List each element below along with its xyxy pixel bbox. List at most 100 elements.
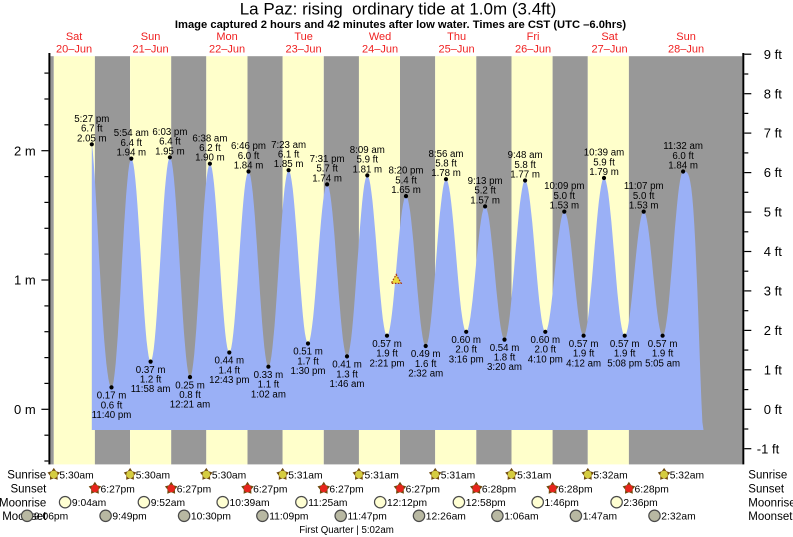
svg-text:0.44 m: 0.44 m bbox=[214, 356, 244, 367]
svg-text:8:09 am: 8:09 am bbox=[350, 145, 385, 156]
svg-text:0 ft: 0 ft bbox=[764, 402, 782, 417]
svg-text:28–Jun: 28–Jun bbox=[668, 44, 704, 56]
svg-text:5.0 ft: 5.0 ft bbox=[554, 191, 576, 202]
svg-text:6:28pm: 6:28pm bbox=[482, 484, 516, 495]
svg-text:6:27pm: 6:27pm bbox=[101, 484, 135, 495]
svg-text:Sat: Sat bbox=[66, 31, 83, 43]
svg-text:La Paz: rising ordinary tide: La Paz: rising ordinary tide at 1.0m (3.… bbox=[240, 0, 557, 19]
svg-text:Mon: Mon bbox=[216, 31, 237, 43]
svg-text:1:46pm: 1:46pm bbox=[545, 498, 579, 509]
svg-text:27–Jun: 27–Jun bbox=[592, 44, 628, 56]
svg-text:23–Jun: 23–Jun bbox=[286, 44, 322, 56]
svg-text:6:27pm: 6:27pm bbox=[177, 484, 211, 495]
svg-text:11:07 pm: 11:07 pm bbox=[624, 181, 664, 192]
svg-text:5:30am: 5:30am bbox=[136, 470, 170, 481]
svg-text:5:31am: 5:31am bbox=[517, 470, 551, 481]
svg-text:1.84 m: 1.84 m bbox=[668, 161, 698, 172]
svg-text:5:30am: 5:30am bbox=[212, 470, 246, 481]
svg-text:5.8 ft: 5.8 ft bbox=[435, 159, 457, 170]
svg-text:6 ft: 6 ft bbox=[764, 165, 782, 180]
svg-text:1.53 m: 1.53 m bbox=[629, 201, 659, 212]
svg-text:1.57 m: 1.57 m bbox=[470, 195, 500, 206]
svg-text:11:09pm: 11:09pm bbox=[269, 512, 308, 523]
svg-text:1:02 am: 1:02 am bbox=[251, 389, 286, 400]
svg-text:First Quarter | 5:02am: First Quarter | 5:02am bbox=[299, 525, 394, 536]
svg-text:5.9 ft: 5.9 ft bbox=[593, 157, 615, 168]
svg-text:1.65 m: 1.65 m bbox=[391, 185, 421, 196]
svg-text:9:52am: 9:52am bbox=[151, 498, 185, 509]
svg-text:9:49pm: 9:49pm bbox=[112, 512, 146, 523]
svg-text:0.51 m: 0.51 m bbox=[293, 347, 323, 358]
svg-text:9:13 pm: 9:13 pm bbox=[468, 176, 503, 187]
svg-text:5:30am: 5:30am bbox=[59, 470, 93, 481]
svg-text:5:31am: 5:31am bbox=[441, 470, 475, 481]
svg-text:1.9 ft: 1.9 ft bbox=[573, 349, 595, 360]
svg-text:6:27pm: 6:27pm bbox=[406, 484, 440, 495]
svg-text:8:20 pm: 8:20 pm bbox=[388, 166, 423, 177]
svg-text:5:31am: 5:31am bbox=[288, 470, 322, 481]
svg-text:1.95 m: 1.95 m bbox=[155, 146, 185, 157]
svg-text:11:58 am: 11:58 am bbox=[131, 384, 171, 395]
svg-text:10:39 am: 10:39 am bbox=[584, 148, 624, 159]
svg-text:9 ft: 9 ft bbox=[764, 47, 782, 62]
svg-text:0.60 m: 0.60 m bbox=[451, 335, 481, 346]
svg-text:5:32am: 5:32am bbox=[670, 470, 704, 481]
svg-text:0.54 m: 0.54 m bbox=[490, 343, 520, 354]
svg-text:9:06pm: 9:06pm bbox=[34, 512, 68, 523]
svg-text:7:23 am: 7:23 am bbox=[271, 140, 306, 151]
svg-text:6.4 ft: 6.4 ft bbox=[159, 137, 181, 148]
svg-text:Sat: Sat bbox=[601, 31, 618, 43]
svg-text:1.85 m: 1.85 m bbox=[274, 159, 304, 170]
svg-text:1.53 m: 1.53 m bbox=[549, 201, 579, 212]
svg-text:0.41 m: 0.41 m bbox=[332, 360, 362, 371]
svg-text:6.0 ft: 6.0 ft bbox=[238, 151, 260, 162]
svg-text:Moonrise: Moonrise bbox=[0, 497, 46, 509]
svg-text:5:05 am: 5:05 am bbox=[645, 358, 680, 369]
svg-text:5:08 pm: 5:08 pm bbox=[607, 358, 642, 369]
svg-text:1.77 m: 1.77 m bbox=[510, 170, 540, 181]
svg-text:1 m: 1 m bbox=[14, 273, 36, 288]
svg-text:Sunset: Sunset bbox=[748, 484, 785, 496]
svg-text:2:21 pm: 2:21 pm bbox=[369, 358, 404, 369]
svg-text:12:43 pm: 12:43 pm bbox=[209, 375, 249, 386]
svg-text:7:31 pm: 7:31 pm bbox=[310, 154, 345, 165]
svg-text:1.6 ft: 1.6 ft bbox=[415, 359, 437, 370]
svg-text:0.49 m: 0.49 m bbox=[411, 349, 441, 360]
svg-text:24–Jun: 24–Jun bbox=[362, 44, 398, 56]
svg-text:2:32 am: 2:32 am bbox=[408, 369, 443, 380]
svg-text:9:04am: 9:04am bbox=[72, 498, 106, 509]
svg-text:11:32 am: 11:32 am bbox=[663, 141, 703, 152]
svg-text:8:56 am: 8:56 am bbox=[428, 149, 463, 160]
svg-text:0.33 m: 0.33 m bbox=[254, 370, 284, 381]
svg-text:Sun: Sun bbox=[676, 31, 696, 43]
svg-text:1.81 m: 1.81 m bbox=[352, 164, 382, 175]
svg-text:1:46 am: 1:46 am bbox=[329, 379, 364, 390]
svg-text:Sunset: Sunset bbox=[10, 484, 47, 496]
svg-text:2:32am: 2:32am bbox=[661, 512, 695, 523]
svg-text:12:12pm: 12:12pm bbox=[387, 498, 427, 509]
svg-text:1.1 ft: 1.1 ft bbox=[258, 380, 280, 391]
svg-text:0.60 m: 0.60 m bbox=[530, 335, 560, 346]
svg-text:2 m: 2 m bbox=[14, 143, 36, 158]
svg-text:12:26am: 12:26am bbox=[426, 512, 466, 523]
svg-text:6:46 pm: 6:46 pm bbox=[231, 141, 266, 152]
svg-text:1.9 ft: 1.9 ft bbox=[614, 349, 636, 360]
svg-text:5.4 ft: 5.4 ft bbox=[395, 175, 417, 186]
svg-text:5.7 ft: 5.7 ft bbox=[316, 164, 338, 175]
svg-text:1:30 pm: 1:30 pm bbox=[290, 366, 325, 377]
svg-text:1.4 ft: 1.4 ft bbox=[219, 365, 241, 376]
svg-text:21–Jun: 21–Jun bbox=[133, 44, 169, 56]
svg-text:1.84 m: 1.84 m bbox=[234, 161, 264, 172]
svg-text:3 ft: 3 ft bbox=[764, 284, 782, 299]
svg-text:0.25 m: 0.25 m bbox=[175, 380, 205, 391]
svg-text:4 ft: 4 ft bbox=[764, 244, 782, 259]
svg-text:6:27pm: 6:27pm bbox=[329, 484, 363, 495]
svg-text:6.2 ft: 6.2 ft bbox=[199, 143, 221, 154]
svg-text:4:10 pm: 4:10 pm bbox=[528, 354, 563, 365]
svg-text:25–Jun: 25–Jun bbox=[439, 44, 475, 56]
svg-text:0.57 m: 0.57 m bbox=[648, 339, 678, 350]
svg-text:10:09 pm: 10:09 pm bbox=[544, 181, 584, 192]
svg-text:5:31am: 5:31am bbox=[365, 470, 399, 481]
svg-text:3:20 am: 3:20 am bbox=[487, 362, 522, 373]
svg-text:0.57 m: 0.57 m bbox=[569, 339, 599, 350]
